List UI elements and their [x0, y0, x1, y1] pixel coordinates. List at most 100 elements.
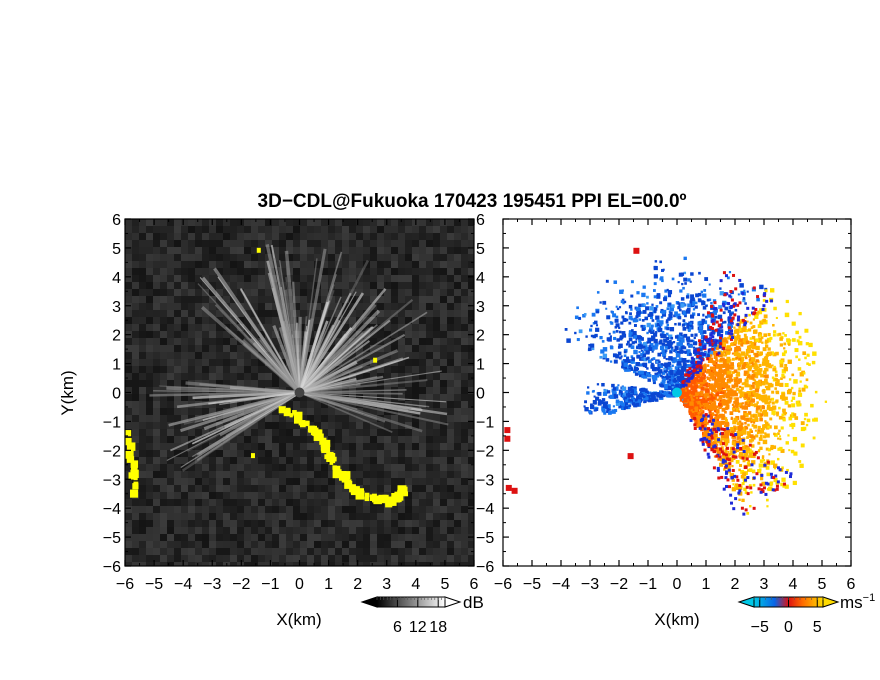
- noise-cell: [293, 541, 300, 548]
- noise-cell: [244, 499, 251, 506]
- noise-cell: [265, 268, 272, 275]
- noise-cell: [279, 247, 286, 254]
- noise-cell: [384, 373, 391, 380]
- velocity-cell: [720, 436, 726, 441]
- noise-cell: [160, 324, 167, 331]
- velocity-cell: [754, 417, 759, 422]
- noise-cell: [279, 352, 286, 359]
- noise-cell: [251, 282, 258, 289]
- noise-cell: [447, 429, 454, 436]
- noise-cell: [146, 366, 153, 373]
- velocity-cell: [645, 396, 649, 400]
- noise-cell: [216, 485, 223, 492]
- noise-cell: [167, 310, 174, 317]
- noise-cell: [391, 380, 398, 387]
- noise-cell: [384, 450, 391, 457]
- noise-cell: [251, 268, 258, 275]
- velocity-cell: [606, 410, 609, 413]
- noise-cell: [244, 492, 251, 499]
- noise-cell: [265, 478, 272, 485]
- velocity-cell: [770, 444, 774, 449]
- noise-cell: [461, 492, 468, 499]
- velocity-cell: [675, 352, 681, 358]
- noise-cell: [223, 317, 230, 324]
- noise-cell: [335, 429, 342, 436]
- noise-cell: [391, 464, 398, 471]
- noise-cell: [405, 303, 412, 310]
- velocity-cell: [682, 350, 686, 354]
- velocity-cell: [746, 363, 750, 367]
- noise-cell: [433, 513, 440, 520]
- noise-cell: [146, 394, 153, 401]
- velocity-cell: [773, 467, 777, 470]
- highlight-patch: [329, 461, 334, 465]
- velocity-cell: [641, 390, 646, 395]
- noise-cell: [195, 289, 202, 296]
- noise-cell: [244, 429, 251, 436]
- noise-cell: [440, 338, 447, 345]
- noise-cell: [202, 464, 209, 471]
- noise-cell: [349, 415, 356, 422]
- noise-cell: [405, 359, 412, 366]
- noise-cell: [174, 219, 181, 226]
- noise-cell: [461, 401, 468, 408]
- echo-streak: [158, 385, 300, 394]
- velocity-cell: [605, 406, 609, 409]
- velocity-cell: [668, 313, 673, 319]
- velocity-cell: [647, 337, 652, 342]
- noise-cell: [195, 485, 202, 492]
- echo-streak: [279, 260, 301, 393]
- noise-cell: [230, 275, 237, 282]
- noise-cell: [370, 457, 377, 464]
- echo-streak: [298, 292, 365, 394]
- velocity-cell: [733, 326, 736, 329]
- noise-cell: [468, 562, 474, 566]
- x-tick-label: −2: [232, 576, 250, 593]
- noise-cell: [293, 268, 300, 275]
- noise-cell: [433, 555, 440, 562]
- velocity-cell: [687, 278, 691, 282]
- y-tick-label-right: −2: [476, 443, 494, 460]
- noise-cell: [405, 247, 412, 254]
- noise-cell: [314, 457, 321, 464]
- velocity-cell: [665, 336, 670, 341]
- velocity-cell: [792, 480, 797, 486]
- noise-cell: [314, 478, 321, 485]
- noise-cell: [202, 247, 209, 254]
- noise-cell: [426, 429, 433, 436]
- noise-cell: [440, 478, 447, 485]
- echo-streak: [299, 370, 442, 394]
- noise-cell: [307, 541, 314, 548]
- noise-cell: [328, 422, 335, 429]
- highlight-patch: [350, 489, 356, 494]
- noise-cell: [258, 219, 265, 226]
- noise-cell: [139, 401, 146, 408]
- velocity-cell: [786, 338, 791, 343]
- velocity-cell: [610, 321, 614, 325]
- noise-cell: [132, 387, 139, 394]
- noise-cell: [433, 352, 440, 359]
- noise-cell: [398, 282, 405, 289]
- velocity-cell: [657, 325, 662, 329]
- noise-cell: [230, 499, 237, 506]
- noise-cell: [398, 359, 405, 366]
- noise-cell: [342, 275, 349, 282]
- noise-cell: [377, 331, 384, 338]
- velocity-cell: [669, 311, 673, 316]
- noise-cell: [349, 219, 356, 226]
- velocity-cell: [662, 352, 667, 357]
- noise-cell: [230, 527, 237, 534]
- noise-cell: [223, 499, 230, 506]
- noise-cell: [335, 366, 342, 373]
- noise-cell: [356, 275, 363, 282]
- velocity-cell: [644, 388, 648, 392]
- velocity-cell: [602, 410, 606, 413]
- velocity-cell: [761, 427, 765, 431]
- noise-cell: [174, 324, 181, 331]
- noise-cell: [363, 380, 370, 387]
- velocity-cell: [678, 308, 682, 312]
- noise-cell: [251, 359, 258, 366]
- noise-cell: [160, 541, 167, 548]
- echo-streak: [299, 311, 428, 394]
- noise-cell: [356, 520, 363, 527]
